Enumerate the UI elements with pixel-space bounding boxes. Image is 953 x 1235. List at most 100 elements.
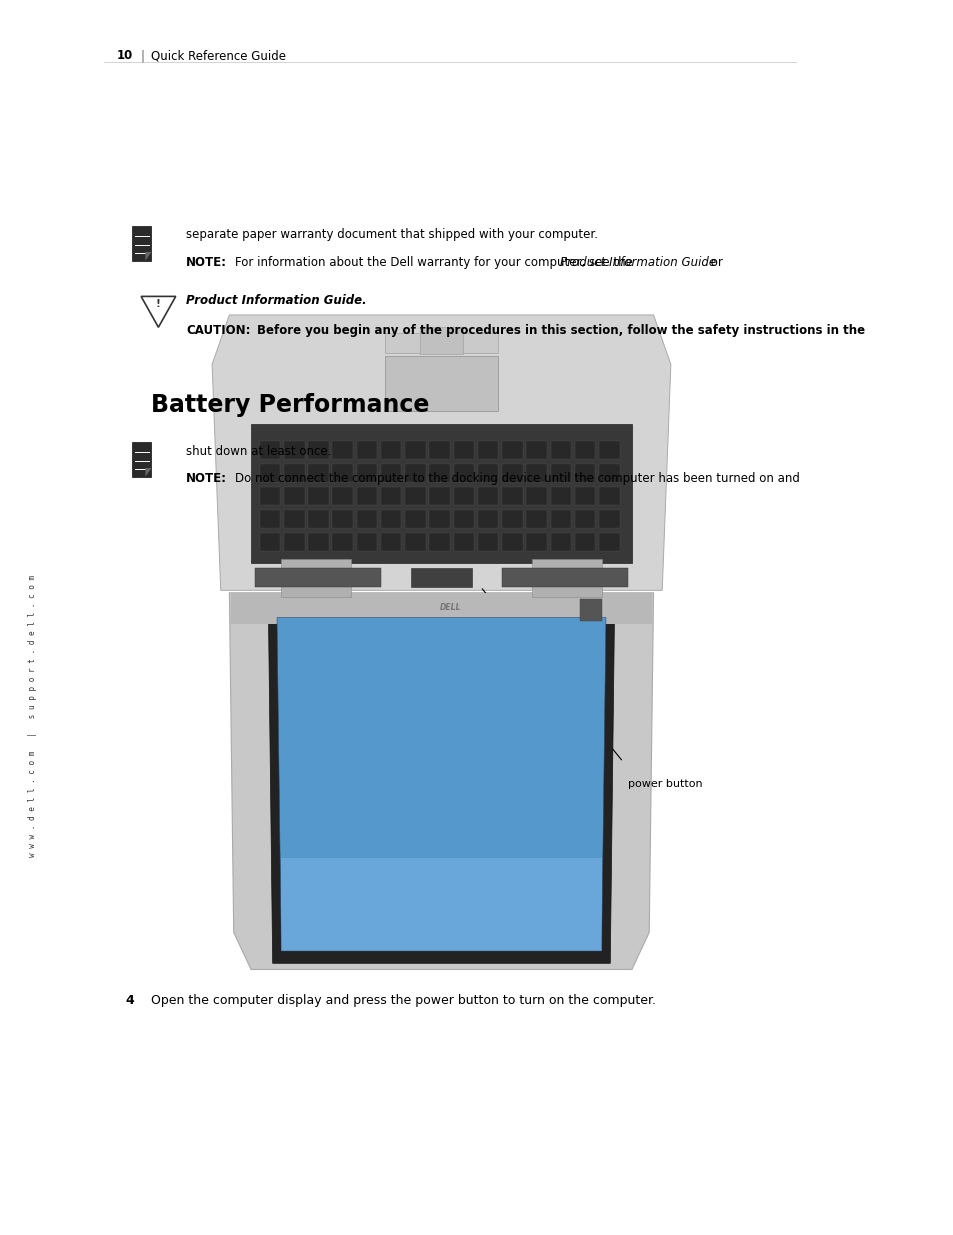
Polygon shape: [284, 464, 304, 482]
Polygon shape: [308, 532, 329, 551]
Polygon shape: [477, 510, 497, 527]
Polygon shape: [550, 532, 571, 551]
Polygon shape: [276, 618, 605, 951]
Polygon shape: [405, 510, 425, 527]
Polygon shape: [356, 510, 376, 527]
Polygon shape: [419, 327, 462, 354]
Polygon shape: [477, 441, 497, 459]
Polygon shape: [501, 464, 522, 482]
Polygon shape: [380, 464, 401, 482]
Polygon shape: [385, 333, 435, 353]
Text: Do not connect the computer to the docking device until the computer has been tu: Do not connect the computer to the docki…: [235, 472, 800, 485]
Polygon shape: [526, 441, 546, 459]
Text: DELL: DELL: [439, 603, 460, 613]
Polygon shape: [385, 356, 497, 411]
Polygon shape: [532, 559, 601, 597]
Polygon shape: [574, 441, 595, 459]
Polygon shape: [259, 464, 280, 482]
Polygon shape: [429, 464, 450, 482]
Polygon shape: [405, 441, 425, 459]
Polygon shape: [332, 487, 353, 505]
Polygon shape: [598, 532, 619, 551]
Polygon shape: [284, 441, 304, 459]
Polygon shape: [356, 441, 376, 459]
Polygon shape: [429, 532, 450, 551]
Polygon shape: [231, 593, 651, 624]
Polygon shape: [501, 487, 522, 505]
Polygon shape: [356, 532, 376, 551]
Polygon shape: [356, 487, 376, 505]
Polygon shape: [259, 441, 280, 459]
Polygon shape: [550, 487, 571, 505]
Polygon shape: [501, 510, 522, 527]
Polygon shape: [453, 510, 474, 527]
Polygon shape: [145, 468, 152, 477]
Text: NOTE:: NOTE:: [186, 256, 227, 269]
Polygon shape: [550, 464, 571, 482]
Polygon shape: [598, 441, 619, 459]
Text: |: |: [140, 49, 144, 63]
Polygon shape: [448, 333, 497, 353]
Polygon shape: [308, 464, 329, 482]
Polygon shape: [356, 464, 376, 482]
Text: Before you begin any of the procedures in this section, follow the safety instru: Before you begin any of the procedures i…: [256, 324, 864, 337]
Text: Quick Reference Guide: Quick Reference Guide: [152, 49, 286, 63]
Text: For information about the Dell warranty for your computer, see the: For information about the Dell warranty …: [235, 256, 637, 269]
Polygon shape: [598, 487, 619, 505]
Polygon shape: [429, 510, 450, 527]
Polygon shape: [598, 464, 619, 482]
Polygon shape: [132, 226, 152, 261]
Polygon shape: [526, 464, 546, 482]
Text: separate paper warranty document that shipped with your computer.: separate paper warranty document that sh…: [186, 228, 598, 242]
Polygon shape: [380, 441, 401, 459]
Polygon shape: [574, 532, 595, 551]
Polygon shape: [429, 487, 450, 505]
Polygon shape: [453, 441, 474, 459]
Polygon shape: [574, 487, 595, 505]
Polygon shape: [429, 441, 450, 459]
Polygon shape: [332, 510, 353, 527]
Polygon shape: [212, 315, 670, 590]
Text: power button: power button: [627, 779, 701, 789]
Polygon shape: [501, 441, 522, 459]
Polygon shape: [579, 599, 601, 621]
Polygon shape: [411, 568, 472, 587]
Polygon shape: [259, 510, 280, 527]
Polygon shape: [598, 510, 619, 527]
Polygon shape: [132, 442, 152, 477]
Polygon shape: [281, 559, 350, 597]
Polygon shape: [453, 532, 474, 551]
Polygon shape: [405, 532, 425, 551]
Polygon shape: [574, 510, 595, 527]
Polygon shape: [380, 510, 401, 527]
Polygon shape: [405, 464, 425, 482]
Polygon shape: [284, 487, 304, 505]
Text: w w w . d e l l . c o m   |   s u p p o r t . d e l l . c o m: w w w . d e l l . c o m | s u p p o r t …: [29, 576, 37, 857]
Polygon shape: [145, 252, 152, 261]
Text: NOTE:: NOTE:: [186, 472, 227, 485]
Polygon shape: [550, 510, 571, 527]
Polygon shape: [574, 464, 595, 482]
Text: 4: 4: [125, 994, 134, 1008]
Polygon shape: [526, 510, 546, 527]
Text: or: or: [706, 256, 722, 269]
Polygon shape: [259, 487, 280, 505]
Text: Product Information Guide.: Product Information Guide.: [186, 294, 366, 308]
Polygon shape: [453, 487, 474, 505]
Polygon shape: [308, 510, 329, 527]
Text: shut down at least once.: shut down at least once.: [186, 445, 331, 458]
Text: !: !: [155, 299, 161, 309]
Polygon shape: [477, 532, 497, 551]
Polygon shape: [501, 568, 627, 587]
Polygon shape: [477, 464, 497, 482]
Polygon shape: [380, 532, 401, 551]
Polygon shape: [229, 593, 653, 969]
Polygon shape: [332, 441, 353, 459]
Polygon shape: [308, 487, 329, 505]
Text: Open the computer display and press the power button to turn on the computer.: Open the computer display and press the …: [152, 994, 656, 1008]
Polygon shape: [332, 464, 353, 482]
Text: CAUTION:: CAUTION:: [186, 324, 251, 337]
Polygon shape: [501, 532, 522, 551]
Polygon shape: [255, 568, 380, 587]
Polygon shape: [284, 532, 304, 551]
